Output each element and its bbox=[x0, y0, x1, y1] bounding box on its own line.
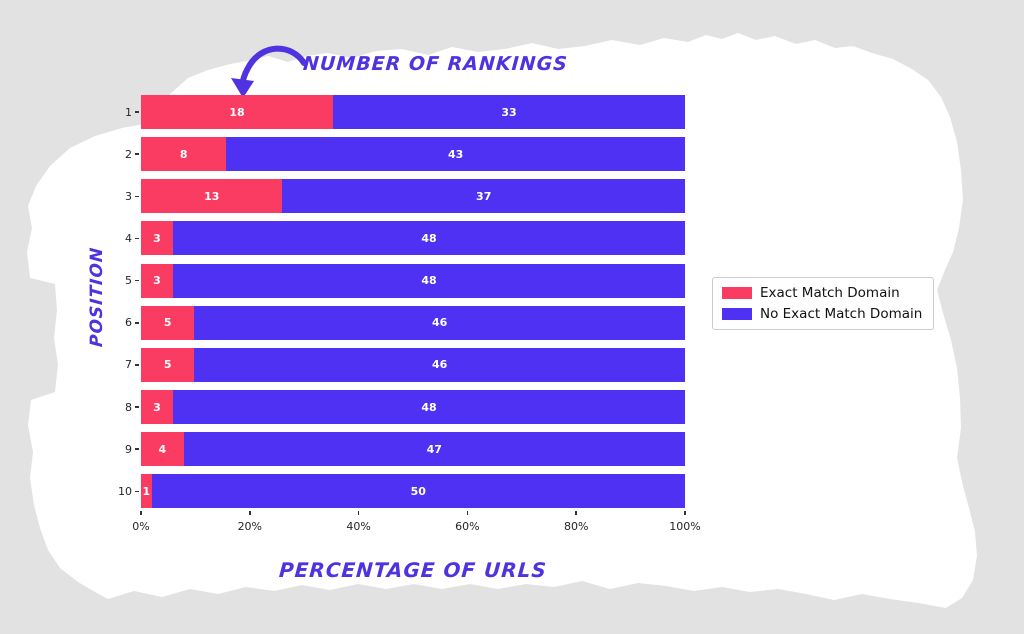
bar-value-label: 18 bbox=[229, 105, 245, 119]
bar-segment-no-exact-match: 47 bbox=[183, 432, 685, 467]
legend-item-exact-match: Exact Match Domain bbox=[722, 285, 922, 301]
bar-value-label: 3 bbox=[153, 231, 161, 245]
y-tick-label: 5 bbox=[125, 274, 132, 288]
x-tick-mark bbox=[684, 511, 686, 516]
bar-segment-no-exact-match: 37 bbox=[282, 179, 685, 214]
bar-value-label: 47 bbox=[426, 442, 442, 456]
y-tick-mark bbox=[135, 237, 139, 240]
bar-segment-exact-match: 8 bbox=[141, 137, 227, 172]
bar-segment-exact-match: 18 bbox=[141, 95, 333, 129]
bar-value-label: 4 bbox=[158, 442, 167, 456]
bar-segment-exact-match: 13 bbox=[141, 179, 283, 214]
x-tick-label: 40% bbox=[346, 520, 371, 534]
bar-value-label: 37 bbox=[476, 189, 492, 203]
x-tick-mark bbox=[466, 511, 469, 516]
x-axis-title: PERCENTAGE OF URLS bbox=[278, 558, 548, 582]
bar-value-label: 3 bbox=[153, 274, 161, 288]
bar-segment-no-exact-match: 48 bbox=[173, 390, 685, 425]
legend-label: No Exact Match Domain bbox=[760, 306, 923, 323]
bar-segment-exact-match: 3 bbox=[141, 390, 173, 425]
x-tick-mark bbox=[357, 511, 360, 516]
x-tick-mark bbox=[249, 511, 251, 516]
x-tick-label: 60% bbox=[455, 520, 480, 534]
y-tick-label: 7 bbox=[125, 358, 132, 372]
bar-value-label: 48 bbox=[421, 400, 437, 414]
annotation-arrow-icon bbox=[231, 45, 307, 98]
bar-segment-no-exact-match: 48 bbox=[173, 263, 685, 298]
y-tick-label: 9 bbox=[125, 442, 132, 456]
bar-segment-exact-match: 5 bbox=[141, 347, 195, 382]
bar-value-label: 46 bbox=[432, 316, 448, 330]
x-tick-mark bbox=[575, 511, 577, 516]
bar-segment-exact-match: 4 bbox=[141, 432, 184, 467]
bar-segment-no-exact-match: 43 bbox=[226, 137, 685, 172]
bar-segment-exact-match: 3 bbox=[141, 263, 173, 298]
bar-value-label: 8 bbox=[179, 147, 188, 161]
bar-segment-no-exact-match: 46 bbox=[194, 347, 685, 382]
y-tick-label: 4 bbox=[125, 231, 132, 245]
y-tick-mark bbox=[135, 153, 139, 155]
x-tick-mark bbox=[140, 511, 142, 516]
y-tick-label: 8 bbox=[125, 400, 132, 414]
bar-segment-no-exact-match: 48 bbox=[173, 221, 685, 256]
bar-segment-exact-match: 3 bbox=[141, 221, 173, 256]
bar-value-label: 3 bbox=[153, 400, 161, 414]
bar-value-label: 5 bbox=[163, 316, 172, 330]
bar-segment-no-exact-match: 46 bbox=[194, 305, 685, 340]
bar-value-label: 13 bbox=[204, 189, 220, 203]
bar-segment-exact-match: 5 bbox=[141, 305, 195, 340]
x-tick-label: 80% bbox=[563, 520, 589, 534]
x-tick-label: 100% bbox=[669, 520, 701, 534]
bar-segment-exact-match: 1 bbox=[141, 474, 152, 509]
bar-segment-no-exact-match: 33 bbox=[333, 95, 685, 129]
bar-value-label: 46 bbox=[432, 358, 448, 372]
bar-value-label: 1 bbox=[142, 484, 151, 498]
y-tick-mark bbox=[135, 364, 139, 366]
bar-value-label: 50 bbox=[410, 484, 426, 498]
legend-swatch-no-exact-match-icon bbox=[722, 308, 752, 321]
y-tick-label: 6 bbox=[125, 316, 132, 330]
y-tick-mark bbox=[135, 406, 139, 408]
bar-value-label: 48 bbox=[421, 274, 437, 288]
y-tick-label: 2 bbox=[125, 147, 132, 161]
bar-value-label: 5 bbox=[163, 358, 172, 372]
y-tick-label: 1 bbox=[125, 105, 132, 119]
legend: Exact Match Domain No Exact Match Domain bbox=[712, 277, 935, 331]
y-tick-label: 10 bbox=[118, 484, 132, 498]
y-tick-mark bbox=[135, 279, 139, 282]
bar-value-label: 48 bbox=[421, 231, 437, 245]
legend-item-no-exact-match: No Exact Match Domain bbox=[722, 306, 922, 322]
y-tick-mark bbox=[135, 195, 139, 198]
x-tick-label: 0% bbox=[132, 520, 150, 534]
x-tick-label: 20% bbox=[237, 520, 263, 534]
y-tick-mark bbox=[135, 322, 139, 324]
y-axis-title: POSITION bbox=[87, 246, 107, 348]
legend-label: Exact Match Domain bbox=[760, 285, 900, 301]
bar-value-label: 43 bbox=[448, 147, 464, 161]
y-tick-mark bbox=[135, 490, 139, 493]
y-tick-mark bbox=[135, 111, 139, 113]
y-tick-label: 3 bbox=[125, 189, 132, 203]
bar-value-label: 33 bbox=[501, 105, 517, 119]
y-tick-mark bbox=[135, 448, 139, 450]
legend-swatch-exact-match-icon bbox=[722, 287, 752, 300]
bar-segment-no-exact-match: 50 bbox=[151, 474, 685, 509]
